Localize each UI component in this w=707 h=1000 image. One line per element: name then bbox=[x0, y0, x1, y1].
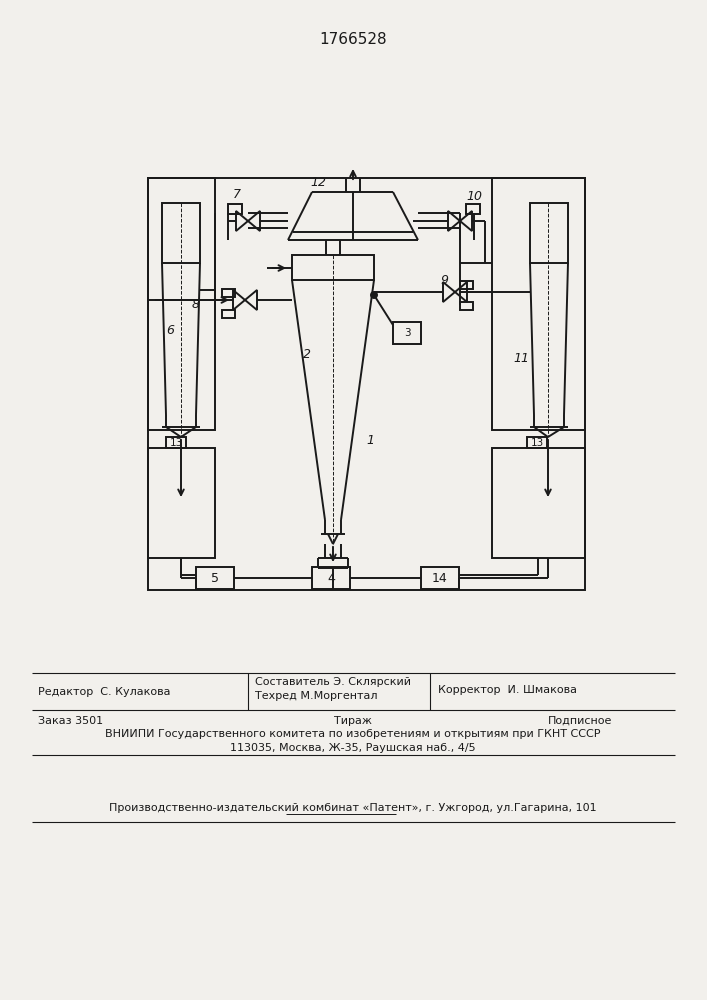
Text: 13: 13 bbox=[170, 438, 182, 448]
Text: 13: 13 bbox=[530, 438, 544, 448]
Text: 8: 8 bbox=[192, 298, 200, 312]
Text: Составитель Э. Склярский: Составитель Э. Склярский bbox=[255, 677, 411, 687]
Text: Редактор  С. Кулакова: Редактор С. Кулакова bbox=[38, 687, 170, 697]
Text: 11: 11 bbox=[513, 352, 529, 364]
Text: 9: 9 bbox=[440, 273, 448, 286]
Text: 6: 6 bbox=[166, 324, 174, 336]
Bar bbox=[148, 178, 215, 430]
Text: 1: 1 bbox=[366, 434, 374, 446]
Text: 3: 3 bbox=[404, 328, 410, 338]
Circle shape bbox=[371, 292, 377, 298]
Text: Тираж: Тираж bbox=[334, 716, 372, 726]
Text: 5: 5 bbox=[211, 572, 219, 584]
Bar bbox=[393, 322, 421, 344]
Text: Подписное: Подписное bbox=[548, 716, 612, 726]
Text: 10: 10 bbox=[466, 190, 482, 202]
Bar bbox=[466, 204, 480, 214]
Bar bbox=[421, 567, 459, 589]
Text: Корректор  И. Шмакова: Корректор И. Шмакова bbox=[438, 685, 577, 695]
Bar bbox=[222, 289, 235, 297]
Bar bbox=[162, 203, 200, 263]
Text: 4: 4 bbox=[327, 572, 335, 584]
Bar bbox=[527, 437, 547, 448]
Text: Заказ 3501: Заказ 3501 bbox=[38, 716, 103, 726]
Bar bbox=[222, 310, 235, 318]
Text: Техред М.Моргентал: Техред М.Моргентал bbox=[255, 691, 378, 701]
Bar bbox=[492, 178, 585, 430]
Text: 7: 7 bbox=[233, 188, 241, 200]
Text: 113035, Москва, Ж-35, Раушская наб., 4/5: 113035, Москва, Ж-35, Раушская наб., 4/5 bbox=[230, 743, 476, 753]
Text: 1766528: 1766528 bbox=[319, 32, 387, 47]
Bar bbox=[228, 204, 242, 214]
Bar bbox=[312, 567, 350, 589]
Text: ВНИИПИ Государственного комитета по изобретениям и открытиям при ГКНТ СССР: ВНИИПИ Государственного комитета по изоб… bbox=[105, 729, 601, 739]
Bar bbox=[492, 448, 585, 558]
Text: 14: 14 bbox=[432, 572, 448, 584]
Bar bbox=[460, 281, 473, 289]
Bar bbox=[148, 448, 215, 558]
Bar bbox=[292, 255, 374, 280]
Bar bbox=[196, 567, 234, 589]
Text: 12: 12 bbox=[310, 176, 326, 190]
Bar bbox=[530, 203, 568, 263]
Bar bbox=[166, 437, 186, 448]
Text: Производственно-издательский комбинат «Патент», г. Ужгород, ул.Гагарина, 101: Производственно-издательский комбинат «П… bbox=[109, 803, 597, 813]
Bar bbox=[148, 178, 585, 590]
Bar bbox=[460, 302, 473, 310]
Text: 2: 2 bbox=[303, 349, 311, 361]
